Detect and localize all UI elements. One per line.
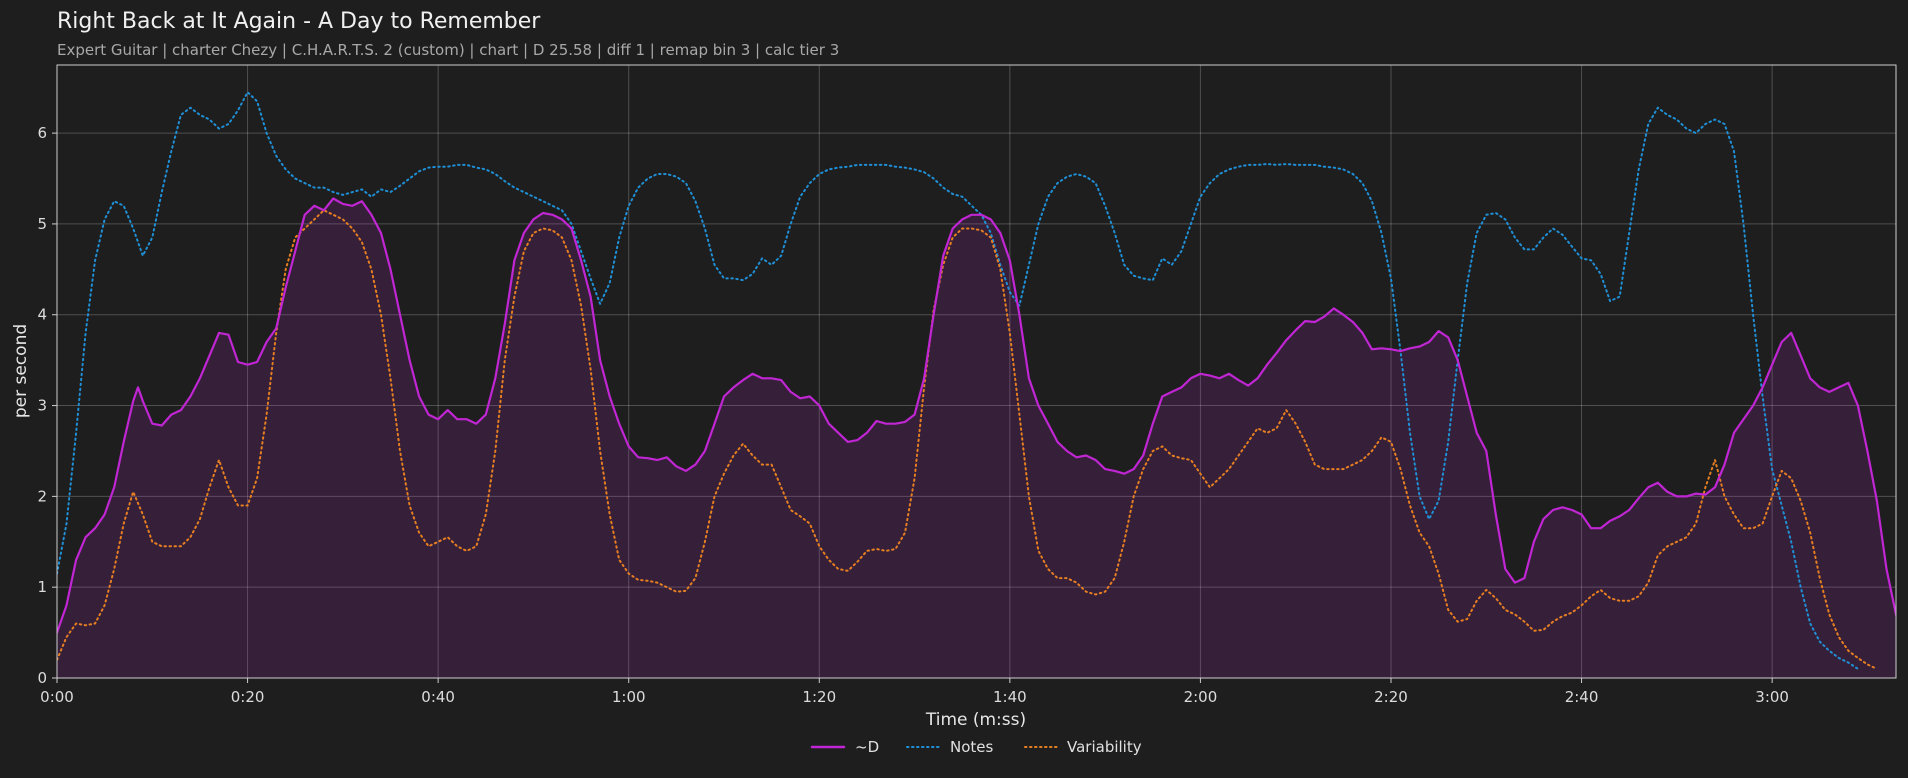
chart-subtitle: Expert Guitar | charter Chezy | C.H.A.R.… xyxy=(57,41,839,59)
series-d-area xyxy=(57,198,1896,678)
legend-label-variability: Variability xyxy=(1067,738,1142,756)
series-layer xyxy=(57,91,1896,678)
legend-label-notes: Notes xyxy=(950,738,994,756)
x-axis: 0:00 0:20 0:40 1:00 1:20 1:40 2:00 2:20 2:40 3:00 xyxy=(40,678,1789,706)
y-tick-label: 4 xyxy=(37,306,47,324)
x-axis-label: Time (m:ss) xyxy=(925,710,1026,730)
x-tick-label: 2:20 xyxy=(1374,688,1408,706)
plot-frame xyxy=(56,64,1897,679)
x-tick-label: 2:00 xyxy=(1184,688,1218,706)
y-tick-label: 2 xyxy=(37,487,47,505)
legend-label-d: ~D xyxy=(855,738,879,756)
y-tick-label: 6 xyxy=(37,124,47,142)
x-tick-label: 1:00 xyxy=(612,688,646,706)
y-tick-label: 5 xyxy=(37,215,47,233)
y-axis-label: per second xyxy=(11,324,31,418)
x-tick-label: 0:20 xyxy=(231,688,265,706)
y-tick-label: 0 xyxy=(37,669,47,687)
y-tick-label: 1 xyxy=(37,578,47,596)
x-tick-label: 1:40 xyxy=(993,688,1027,706)
series-d-line xyxy=(57,197,1896,634)
series-variability-line xyxy=(57,209,1878,670)
x-tick-label: 1:20 xyxy=(802,688,836,706)
x-tick-label: 0:00 xyxy=(40,688,74,706)
x-tick-label: 0:40 xyxy=(421,688,455,706)
x-tick-label: 2:40 xyxy=(1565,688,1599,706)
chart-title: Right Back at It Again - A Day to Rememb… xyxy=(57,9,541,34)
y-tick-label: 3 xyxy=(37,397,47,415)
y-axis: 0 1 2 3 4 5 6 xyxy=(37,124,57,687)
x-tick-label: 3:00 xyxy=(1755,688,1789,706)
series-notes-line xyxy=(57,91,1859,670)
legend: ~D Notes Variability xyxy=(810,738,1142,756)
